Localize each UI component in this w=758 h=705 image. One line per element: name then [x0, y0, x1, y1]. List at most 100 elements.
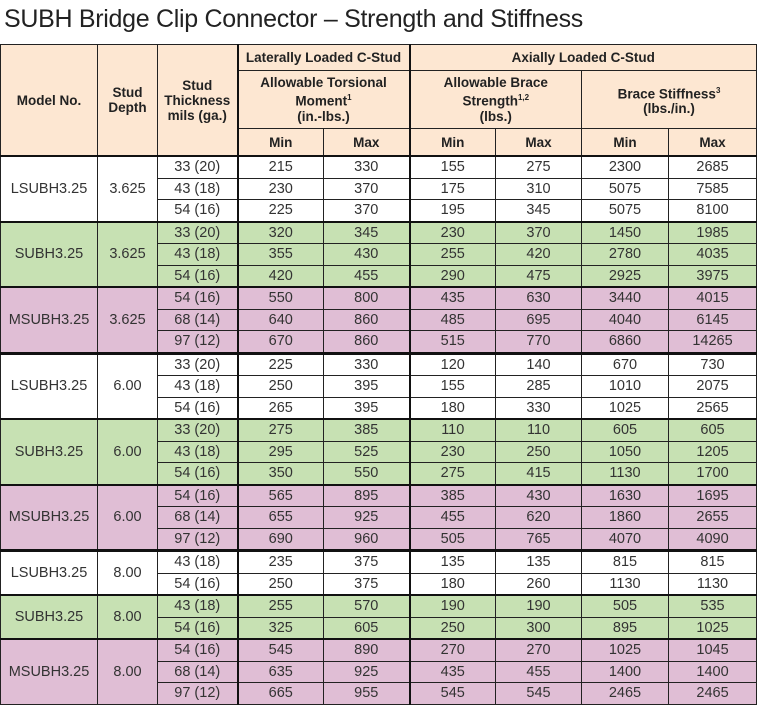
strength-max-cell: 370	[495, 220, 582, 244]
torsional-min-cell: 690	[236, 527, 324, 551]
strength-max-cell: 140	[495, 351, 582, 376]
table-row: 54 (16) 250 375 180 260 1130 1130	[1, 572, 758, 596]
depth-cell: 3.625	[97, 155, 158, 222]
torsional-min-cell: 275	[236, 418, 324, 442]
strength-min-cell: 120	[408, 351, 496, 376]
stiffness-min-cell: 1050	[581, 440, 669, 463]
torsional-max-cell: 925	[323, 660, 410, 683]
stiffness-min-cell: 2780	[581, 243, 669, 266]
header-axial: Axially Loaded C-Stud	[408, 44, 758, 71]
stiffness-min-cell: 1630	[581, 483, 669, 507]
thickness-cell: 43 (18)	[157, 440, 238, 463]
stiffness-min-cell: 815	[581, 549, 669, 574]
stiffness-max-cell: 815	[667, 549, 758, 574]
unit: (lbs.)	[479, 108, 512, 124]
strength-min-cell: 230	[408, 440, 496, 463]
header-min: Min	[408, 128, 496, 157]
thickness-cell: 43 (18)	[157, 243, 238, 266]
strength-max-cell: 770	[495, 330, 582, 354]
table-row: 68 (14) 635 925 435 455 1400 1400	[1, 660, 758, 683]
stiffness-max-cell: 4090	[667, 527, 758, 551]
torsional-label: Allowable Torsional Moment	[260, 75, 387, 109]
torsional-max-cell: 550	[323, 462, 410, 485]
strength-min-cell: 110	[408, 418, 496, 442]
torsional-max-cell: 385	[323, 418, 410, 442]
strength-min-cell: 545	[408, 682, 496, 705]
stiffness-max-cell: 1985	[667, 220, 758, 244]
header-min: Min	[581, 128, 669, 157]
stiffness-max-cell: 1695	[667, 483, 758, 507]
torsional-min-cell: 670	[236, 330, 324, 354]
strength-max-cell: 285	[495, 375, 582, 398]
strength-min-cell: 435	[408, 660, 496, 683]
thickness-cell: 33 (20)	[157, 418, 238, 442]
depth-cell: 8.00	[97, 594, 158, 640]
depth-cell: 6.00	[97, 351, 158, 420]
stiffness-max-cell: 1025	[667, 616, 758, 640]
torsional-min-cell: 325	[236, 616, 324, 640]
table-row: SUBH3.25 6.00 33 (20) 275 385 110 110 605 605	[0, 418, 758, 485]
stiffness-max-cell: 2565	[667, 396, 758, 420]
torsional-max-cell: 370	[323, 177, 410, 200]
stiffness-min-cell: 1400	[581, 660, 669, 683]
stiffness-min-cell: 605	[581, 418, 669, 442]
strength-max-cell: 250	[495, 440, 582, 463]
thickness-cell: 68 (14)	[157, 506, 238, 529]
stiffness-max-cell: 2075	[667, 375, 758, 398]
table-row: MSUBH3.25 8.00 54 (16) 545 890 270 270 1025 1045	[0, 638, 758, 705]
model-cell: MSUBH3.25	[0, 638, 98, 705]
table-row: 54 (16) 350 550 275 415 1130 1700	[1, 462, 758, 485]
torsional-min-cell: 225	[236, 199, 324, 222]
strength-min-cell: 485	[408, 308, 496, 331]
strength-max-cell: 415	[495, 462, 582, 485]
strength-min-cell: 515	[408, 330, 496, 354]
stiffness-min-cell: 1860	[581, 506, 669, 529]
depth-cell: 6.00	[97, 483, 158, 551]
stiffness-max-cell: 1205	[667, 440, 758, 463]
torsional-max-cell: 455	[323, 264, 410, 288]
strength-min-cell: 230	[408, 220, 496, 244]
torsional-min-cell: 255	[236, 594, 324, 618]
torsional-max-cell: 375	[323, 549, 410, 574]
stiffness-max-cell: 14265	[667, 330, 758, 354]
brace-stiffness-label: Brace Stiffness	[617, 86, 716, 102]
header-brace-stiffness: Brace Stiffness3 (lbs./in.)	[580, 70, 758, 129]
header-depth: Stud Depth	[97, 44, 158, 157]
torsional-min-cell: 250	[236, 375, 324, 398]
torsional-min-cell: 350	[236, 462, 324, 485]
brace-strength-label: Allowable Brace Strength	[443, 75, 548, 109]
header-thickness: Stud Thickness mils (ga.)	[157, 44, 238, 157]
page-title: SUBH Bridge Clip Connector – Strength an…	[4, 5, 583, 33]
header-brace-strength: Allowable Brace Strength1,2 (lbs.)	[408, 70, 582, 129]
table-row: 54 (16) 420 455 290 475 2925 3975	[1, 264, 758, 288]
header-model: Model No.	[0, 44, 98, 157]
strength-max-cell: 260	[495, 572, 582, 596]
thickness-cell: 54 (16)	[157, 462, 238, 485]
torsional-max-cell: 345	[323, 220, 410, 244]
table-row: 43 (18) 250 395 155 285 1010 2075	[1, 375, 758, 398]
torsional-max-cell: 605	[323, 616, 410, 640]
model-cell: SUBH3.25	[0, 594, 98, 640]
torsional-max-cell: 860	[323, 330, 410, 354]
torsional-min-cell: 250	[236, 572, 324, 596]
thickness-cell: 33 (20)	[157, 155, 238, 179]
strength-min-cell: 180	[408, 396, 496, 420]
strength-min-cell: 455	[408, 506, 496, 529]
strength-min-cell: 175	[408, 177, 496, 200]
table-row: MSUBH3.25 6.00 54 (16) 565 895 385 430 1630 1695	[0, 483, 758, 551]
table-row: MSUBH3.25 3.625 54 (16) 550 800 435 630 3440 401…	[0, 286, 758, 354]
thickness-cell: 68 (14)	[157, 308, 238, 331]
stiffness-min-cell: 1025	[581, 396, 669, 420]
torsional-max-cell: 955	[323, 682, 410, 705]
strength-min-cell: 255	[408, 243, 496, 266]
stiffness-max-cell: 1700	[667, 462, 758, 485]
strength-min-cell: 290	[408, 264, 496, 288]
thickness-cell: 97 (12)	[157, 527, 238, 551]
stiffness-max-cell: 1400	[667, 660, 758, 683]
strength-max-cell: 420	[495, 243, 582, 266]
strength-max-cell: 275	[495, 155, 582, 179]
strength-max-cell: 345	[495, 199, 582, 222]
stiffness-min-cell: 2465	[581, 682, 669, 705]
strength-min-cell: 505	[408, 527, 496, 551]
torsional-max-cell: 890	[323, 638, 410, 662]
